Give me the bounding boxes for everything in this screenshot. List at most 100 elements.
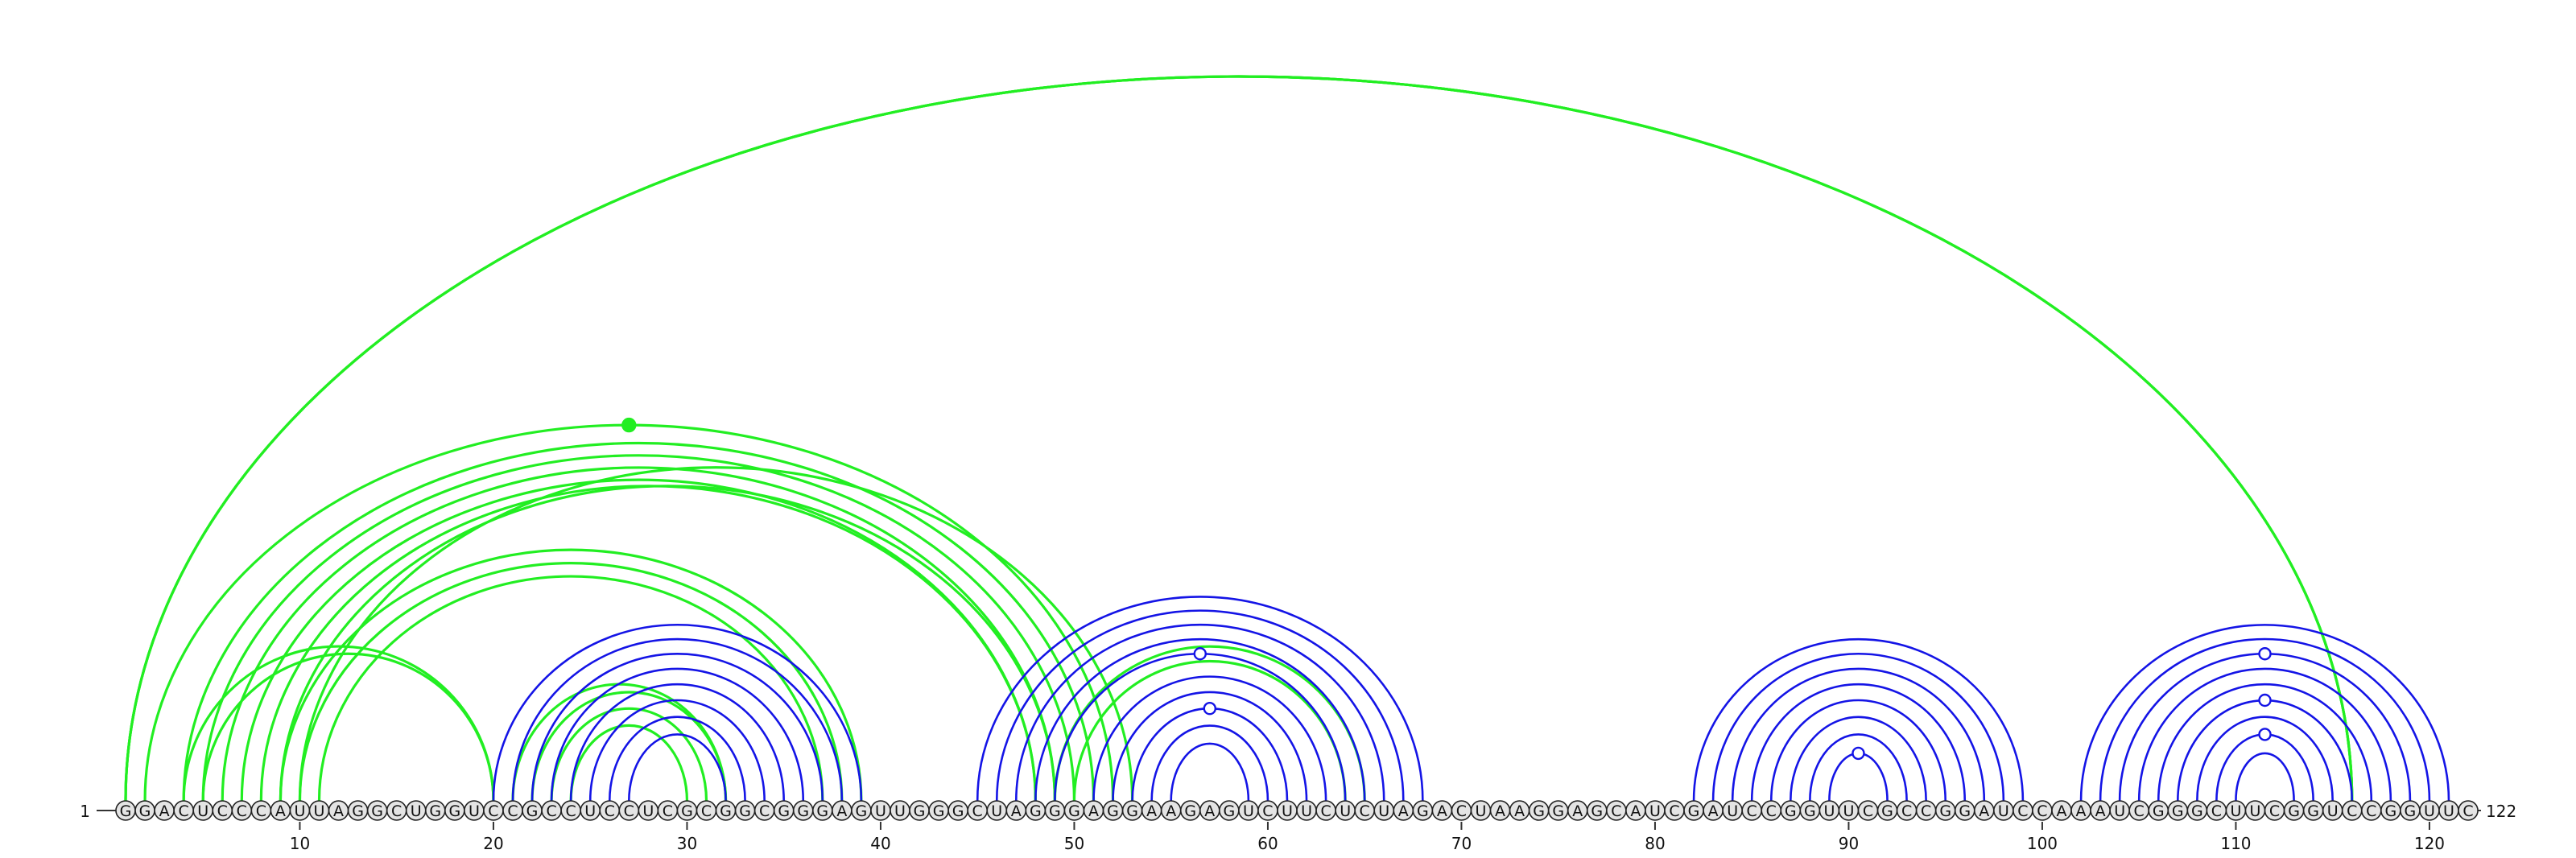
blue-arc: [2118, 653, 2412, 802]
nucleotide: A: [1567, 800, 1588, 821]
nucleotide: G: [792, 800, 814, 821]
nucleotide: G: [1934, 800, 1956, 821]
nucleotide: A: [832, 800, 852, 821]
nucleotide-letter: C: [2017, 802, 2028, 820]
green-arc: [201, 652, 495, 802]
blue-arc: [1015, 623, 1385, 802]
nucleotide: G: [811, 800, 833, 821]
nucleotide: A: [1703, 800, 1724, 821]
nucleotide-letter: G: [1939, 802, 1951, 820]
nucleotide: A: [2090, 800, 2111, 821]
blue-arc: [2137, 667, 2392, 802]
nucleotide-letter: C: [663, 802, 673, 820]
nucleotide-letter: C: [391, 802, 402, 820]
blue-arc: [1112, 691, 1308, 802]
nucleotide-letter: C: [1921, 802, 1931, 820]
nucleotide: A: [1625, 800, 1646, 821]
blue-arc: [1769, 699, 1946, 802]
nucleotide: U: [2419, 800, 2440, 821]
arc-marker: [1203, 702, 1217, 716]
nucleotide-letter: C: [1863, 802, 1873, 820]
nucleotide-letter: C: [1901, 802, 1912, 820]
nucleotide: G: [1683, 800, 1704, 821]
nucleotide-letter: G: [1552, 802, 1564, 820]
nucleotide: A: [1393, 800, 1414, 821]
nucleotide-letter: G: [139, 802, 151, 820]
nucleotide-letter: G: [1223, 802, 1235, 820]
axis-tick-label: 50: [1064, 834, 1084, 853]
blue-arc: [1711, 653, 2005, 802]
arc-marker: [2258, 728, 2272, 741]
nucleotide-letter: U: [411, 802, 422, 820]
nucleotide-letter: U: [1243, 802, 1254, 820]
nucleotide: C: [1354, 800, 1375, 821]
nucleotide: A: [154, 800, 175, 821]
green-arc: [530, 691, 728, 802]
nucleotide-letter: C: [1360, 802, 1370, 820]
nucleotide-letter: C: [2211, 802, 2222, 820]
nucleotide-letter: C: [566, 802, 576, 820]
nucleotide-letter: U: [2443, 802, 2454, 820]
nucleotide: G: [715, 800, 737, 821]
blue-arc: [1731, 667, 1986, 802]
nucleotide-letter: A: [1495, 802, 1505, 820]
nucleotide-letter: G: [1804, 802, 1816, 820]
nucleotide: G: [1121, 800, 1143, 821]
blue-arc: [2099, 637, 2431, 802]
nucleotide-letter: U: [1476, 802, 1487, 820]
nucleotide-letter: A: [1708, 802, 1719, 820]
nucleotide: C: [1606, 800, 1627, 821]
nucleotide: G: [1954, 800, 1975, 821]
nucleotide-letter: G: [2307, 802, 2319, 820]
axis-tick-label: 80: [1645, 834, 1665, 853]
nucleotide: G: [2380, 800, 2401, 821]
blue-arc: [2215, 733, 2314, 802]
nucleotide-letter: G: [2153, 802, 2165, 820]
nucleotide: U: [890, 800, 910, 821]
nucleotide-letter: G: [797, 802, 809, 820]
nucleotide-letter: G: [1184, 802, 1196, 820]
nucleotide-letter: G: [1533, 802, 1545, 820]
nucleotide: G: [947, 800, 968, 821]
nucleotide-letter: A: [1011, 802, 1022, 820]
blue-arc: [2157, 683, 2373, 802]
nucleotide: U: [1373, 800, 1395, 821]
green-arcs: [126, 76, 2352, 801]
axis-tick-label: 110: [2220, 834, 2251, 853]
nucleotide: C: [541, 800, 562, 821]
blue-arc: [1809, 733, 1908, 802]
nucleotide: C: [696, 800, 717, 821]
nucleotide: G: [115, 800, 136, 821]
green-arc: [298, 466, 1134, 802]
axis-tick-label: 100: [2027, 834, 2058, 853]
nucleotide-letter: C: [605, 802, 615, 820]
nucleotide-letter: U: [294, 802, 305, 820]
nucleotide: G: [2302, 800, 2324, 821]
nucleotide: C: [250, 800, 272, 821]
nucleotide-letter: U: [314, 802, 325, 820]
nucleotide-letter: U: [2230, 802, 2241, 820]
nucleotide-letter: A: [1979, 802, 1989, 820]
nucleotide-letter: U: [1823, 802, 1835, 820]
nucleotide: G: [522, 800, 543, 821]
nucleotide-letter: G: [739, 802, 751, 820]
nucleotide: A: [328, 800, 349, 821]
blue-arc: [1692, 637, 2025, 802]
nucleotide: U: [405, 800, 427, 821]
nucleotide-letter: G: [2405, 802, 2417, 820]
nucleotide-letter: U: [642, 802, 654, 820]
nucleotide: G: [2283, 800, 2305, 821]
nucleotide: U: [2244, 800, 2266, 821]
nucleotide-letter: A: [836, 802, 847, 820]
blue-arc: [1790, 716, 1927, 802]
nucleotide-letter: A: [1514, 802, 1525, 820]
nucleotide-letter: G: [1959, 802, 1971, 820]
nucleotide: U: [1818, 800, 1840, 821]
nucleotide-letter: U: [469, 802, 480, 820]
nucleotide: C: [657, 800, 679, 821]
green-arc: [1053, 645, 1366, 802]
nucleotide-letter: C: [624, 802, 634, 820]
nucleotide: U: [1470, 800, 1492, 821]
nucleotide: C: [1257, 800, 1278, 821]
